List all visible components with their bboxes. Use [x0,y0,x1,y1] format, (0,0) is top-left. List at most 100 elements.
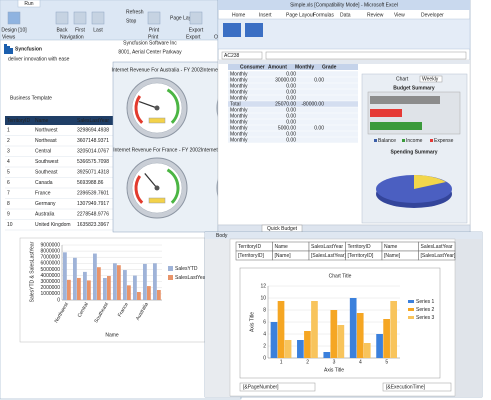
sheet-cell: 30000.00 [275,77,296,83]
bar [376,334,383,358]
table-cell: 3925071.4318 [77,170,109,176]
table-cell: 8 [7,201,10,207]
designer-gutter [205,239,230,397]
bar [270,322,278,358]
section-label: Body [216,233,228,239]
x-tick-label: 2 [306,359,309,365]
gauge-readout [148,117,166,124]
button-icon [55,11,69,25]
sheet-cell: Monthly [230,113,248,119]
table-cell: Australia [35,212,55,218]
sheet-cell: Monthly [230,131,248,137]
x-tick-label: 1 [280,359,283,365]
header-cell-text: Name [384,244,398,250]
button-icon [147,11,161,25]
ribbon-button: Page Layout [170,15,199,21]
ribbon-button: Print [149,27,160,33]
tagline: deliver innovation with ease [8,56,70,62]
designer-ruler [455,239,482,397]
gauge-needle [144,173,158,189]
sheet-cell: 0.00 [286,83,296,89]
legend-label: Balance [378,138,396,144]
table-cell: 6 [7,180,10,186]
bar [77,277,81,300]
budget-bar [370,122,422,130]
detail-cell [418,250,456,261]
sheet-cell: 0.00 [314,77,324,83]
excel-tab: Page Layout [286,12,315,18]
legend-label: SalesYTD [175,266,198,272]
detail-cell-text: [Name] [275,253,292,259]
table-header-cell: Name [35,118,49,124]
sheet-cell: 0.00 [286,89,296,95]
sheet-row [228,101,358,107]
sheet-cell: Monthly [230,89,248,95]
table-cell: 1307949.7917 [77,201,109,207]
bar [153,263,157,300]
period-box [419,75,443,83]
footer-box [239,382,316,392]
sheet-tab-label: Quick Budget [267,226,298,232]
section-title: Business Template [10,95,52,101]
bar [143,263,147,300]
y-tick-label: 10 [260,295,266,301]
excel-titlebar [218,0,470,10]
y-tick-label: 9000000 [41,242,61,248]
sheet-cell: 25070.00 [275,101,296,107]
excel-title: Simple.xls [Compatibility Mode] - Micros… [290,2,398,8]
sheet-row [228,125,358,131]
legend-label: Series 3 [416,315,435,321]
sheet-cell: Monthly [230,125,248,131]
logo-block [10,48,13,54]
sheet-row [228,71,358,77]
gauge-readout [148,197,166,204]
table-cell: Northwest [35,128,58,134]
y-tick-label: 6 [263,319,266,325]
gauge-band-green [166,88,180,124]
table-cell: 1 [7,128,10,134]
sheet-header: Grade [322,64,337,70]
bar [63,252,67,300]
legend-label: Expense [434,138,454,144]
footer-box [382,382,452,392]
table-cell: 7 [7,191,10,197]
ribbon-button: Back [56,27,68,33]
sheet-cell: 0.00 [286,137,296,143]
sheet-row [228,131,358,137]
bar [383,319,390,358]
legend-label: Series 1 [416,299,435,305]
excel-tab: Formulas [313,12,334,18]
bar [349,298,357,358]
bar [93,253,97,300]
budget-bar [370,109,402,117]
bar [73,257,77,300]
sheet-cell: Monthly [230,107,248,113]
ribbon-tab-label: Run [24,1,33,7]
sheet-cell: Monthly [230,77,248,83]
table-cell: 10 [7,222,13,228]
bar [297,340,304,358]
sheet-cell: 0.00 [286,95,296,101]
ribbon-button: First [75,27,85,33]
table-header-cell: SalesLastYear [77,118,109,124]
ribbon-button: Export [189,27,204,33]
bar [113,263,117,300]
table-cell: 3 [7,149,10,155]
detail-cell-text: [SalesLastYear] [421,253,456,259]
excel-tab: Review [367,12,384,18]
bar [363,343,371,358]
table-cell: United Kingdom [35,222,71,228]
table-cell: 2396539.7601 [77,191,109,197]
sheet-cell: 0.00 [314,125,324,131]
bar [127,285,131,300]
bar [337,325,345,358]
table-cell: 2 [7,138,10,144]
excel-tab: Insert [259,12,272,18]
detail-cell-text: [TerritoryID] [238,253,264,259]
y-tick-label: 12 [260,283,266,289]
button-icon [73,11,87,25]
bar [117,265,121,300]
detail-cell-text: [TerritoryID] [348,253,374,259]
bar [67,279,71,300]
